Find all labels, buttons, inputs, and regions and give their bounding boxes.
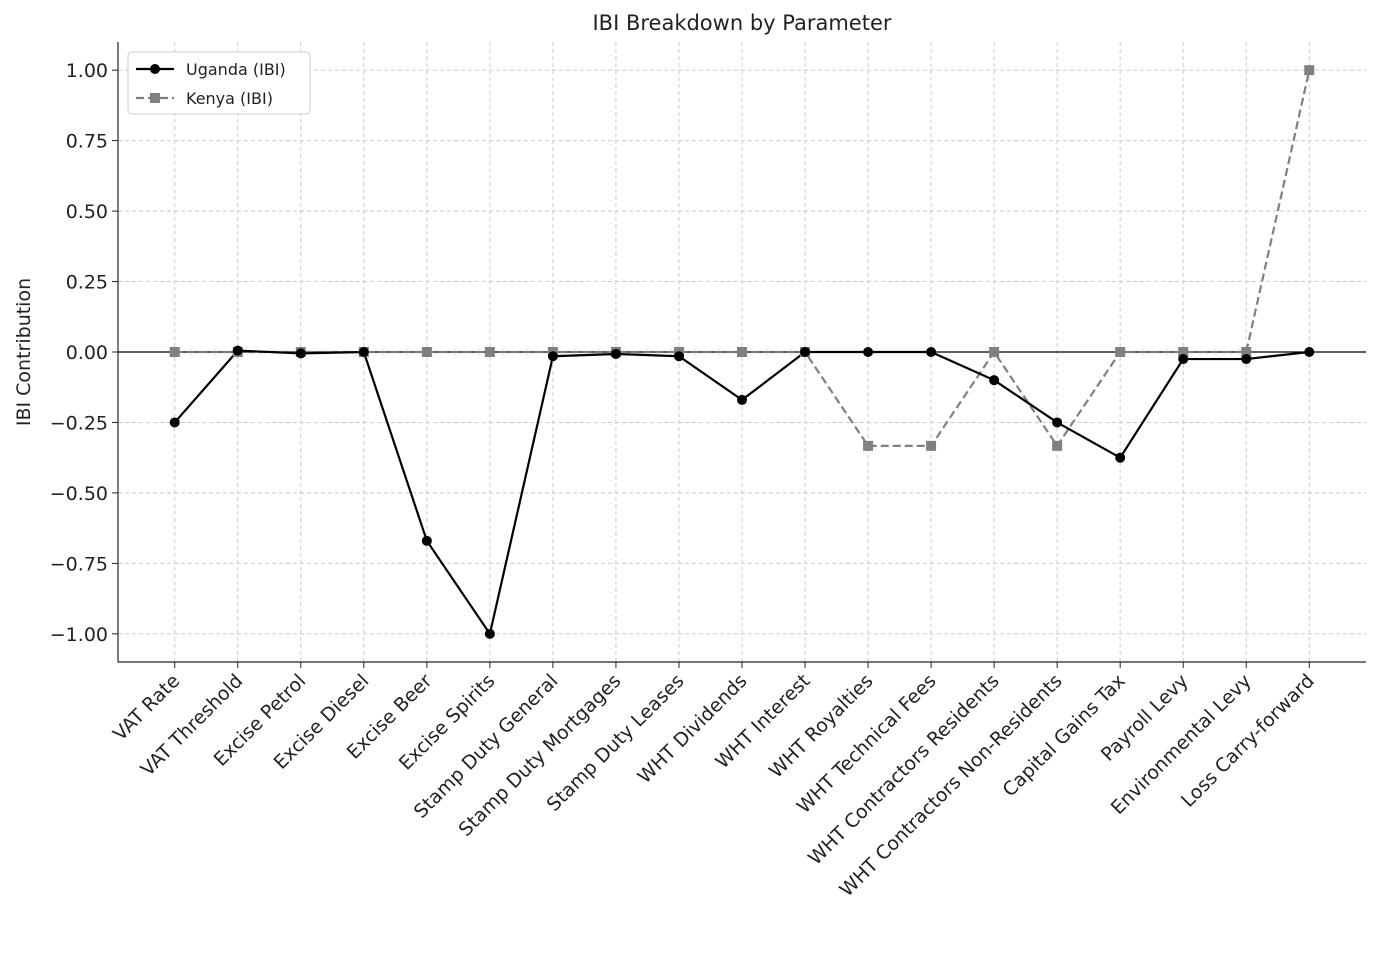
data-point bbox=[1241, 347, 1252, 357]
data-point bbox=[1052, 417, 1063, 428]
data-point bbox=[484, 347, 495, 357]
y-tick-label: −0.75 bbox=[50, 553, 108, 575]
y-tick-label: −0.50 bbox=[50, 483, 108, 505]
data-point bbox=[800, 347, 811, 357]
data-point bbox=[1178, 347, 1189, 357]
data-point bbox=[737, 347, 747, 357]
data-point bbox=[1115, 452, 1126, 463]
data-point bbox=[1304, 65, 1315, 76]
data-point bbox=[863, 440, 874, 451]
data-point bbox=[989, 375, 1000, 386]
data-point bbox=[484, 628, 495, 639]
data-point bbox=[421, 535, 432, 546]
y-tick-label: 0.75 bbox=[66, 131, 108, 153]
y-tick-label: −1.00 bbox=[50, 624, 108, 646]
data-point bbox=[610, 348, 621, 359]
data-point bbox=[989, 347, 1000, 357]
data-point bbox=[547, 351, 558, 362]
y-tick-label: −0.25 bbox=[50, 412, 108, 434]
data-point bbox=[863, 347, 874, 357]
data-point bbox=[737, 394, 747, 405]
data-point bbox=[1241, 354, 1252, 365]
data-point bbox=[926, 347, 937, 357]
legend-label: Kenya (IBI) bbox=[186, 89, 273, 108]
y-tick-label: 0.00 bbox=[66, 342, 108, 364]
data-point bbox=[926, 440, 937, 451]
data-point bbox=[295, 348, 306, 359]
data-point bbox=[169, 417, 180, 428]
legend: Uganda (IBI) Kenya (IBI) bbox=[127, 51, 311, 115]
data-point bbox=[232, 345, 243, 356]
chart-title: IBI Breakdown by Parameter bbox=[592, 11, 891, 35]
data-point bbox=[358, 347, 369, 357]
y-tick-label: 1.00 bbox=[66, 60, 108, 82]
series-group bbox=[169, 65, 1315, 639]
x-tick-label: WHT Dividends bbox=[634, 670, 752, 788]
y-tick-label: 0.50 bbox=[66, 201, 108, 223]
legend-label: Uganda (IBI) bbox=[186, 60, 286, 79]
legend-marker bbox=[150, 93, 160, 103]
legend-marker bbox=[150, 64, 160, 74]
data-point bbox=[421, 347, 432, 357]
data-point bbox=[169, 347, 180, 357]
data-point bbox=[1115, 347, 1126, 357]
y-tick-label: 0.25 bbox=[66, 272, 108, 294]
data-point bbox=[1052, 440, 1063, 451]
y-axis-label: IBI Contribution bbox=[13, 278, 35, 426]
data-point bbox=[1178, 354, 1189, 365]
data-point bbox=[673, 351, 684, 362]
x-tick-label: WHT Contractors Non-Residents bbox=[836, 670, 1067, 901]
data-point bbox=[1304, 347, 1315, 357]
x-tick-label: Capital Gains Tax bbox=[998, 670, 1129, 801]
ticks: 1.00 0.75 0.50 0.25 0.00 −0.25 −0.50 −0.75 −1.00… bbox=[50, 60, 1319, 901]
